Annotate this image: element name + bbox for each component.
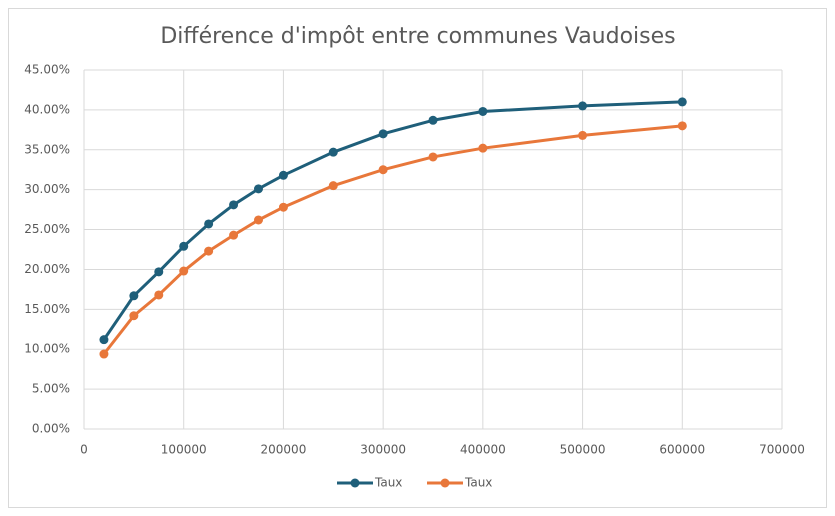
legend-marker bbox=[440, 478, 450, 488]
chart-title: Différence d'impôt entre communes Vaudoi… bbox=[160, 24, 675, 49]
data-point bbox=[229, 200, 239, 210]
data-point bbox=[278, 170, 288, 180]
data-point bbox=[204, 219, 214, 229]
legend-marker bbox=[350, 478, 360, 488]
data-point bbox=[254, 184, 263, 194]
data-point bbox=[99, 349, 109, 359]
chart-border bbox=[8, 8, 827, 508]
x-tick-label: 700000 bbox=[759, 443, 805, 457]
data-point bbox=[229, 230, 239, 240]
y-tick-label: 45.00% bbox=[24, 63, 70, 77]
x-tick-label: 400000 bbox=[460, 443, 506, 457]
data-point bbox=[378, 129, 388, 139]
data-point bbox=[328, 181, 338, 191]
data-point bbox=[428, 115, 438, 125]
y-tick-label: 25.00% bbox=[24, 222, 70, 236]
data-point bbox=[677, 121, 687, 131]
data-point bbox=[154, 290, 164, 300]
data-point bbox=[129, 291, 139, 301]
data-point bbox=[179, 266, 189, 276]
data-point bbox=[578, 130, 588, 140]
x-tick-label: 600000 bbox=[659, 443, 705, 457]
data-point bbox=[478, 106, 488, 116]
data-point bbox=[378, 165, 388, 175]
y-tick-label: 0.00% bbox=[32, 422, 70, 436]
x-tick-label: 300000 bbox=[360, 443, 406, 457]
data-point bbox=[428, 152, 438, 162]
data-point bbox=[254, 215, 263, 225]
data-point bbox=[179, 241, 189, 251]
y-tick-label: 15.00% bbox=[24, 302, 70, 316]
x-tick-label: 0 bbox=[80, 443, 88, 457]
data-point bbox=[328, 147, 338, 157]
data-point bbox=[578, 101, 588, 111]
series-line bbox=[102, 124, 683, 355]
x-tick-label: 200000 bbox=[261, 443, 307, 457]
y-tick-label: 5.00% bbox=[32, 382, 70, 396]
data-point bbox=[677, 97, 687, 107]
x-tick-label: 500000 bbox=[560, 443, 606, 457]
legend-label: Taux bbox=[464, 476, 492, 490]
y-tick-label: 10.00% bbox=[24, 342, 70, 356]
x-tick-label: 100000 bbox=[161, 443, 207, 457]
y-tick-label: 30.00% bbox=[24, 182, 70, 196]
data-point bbox=[154, 267, 164, 277]
y-tick-label: 40.00% bbox=[24, 102, 70, 116]
series-line bbox=[102, 100, 683, 341]
data-point bbox=[129, 311, 139, 321]
data-point bbox=[478, 143, 488, 153]
y-tick-label: 35.00% bbox=[24, 142, 70, 156]
y-tick-label: 20.00% bbox=[24, 262, 70, 276]
legend-label: Taux bbox=[374, 476, 402, 490]
data-point bbox=[99, 335, 109, 345]
data-point bbox=[278, 202, 288, 212]
data-point bbox=[204, 246, 214, 256]
